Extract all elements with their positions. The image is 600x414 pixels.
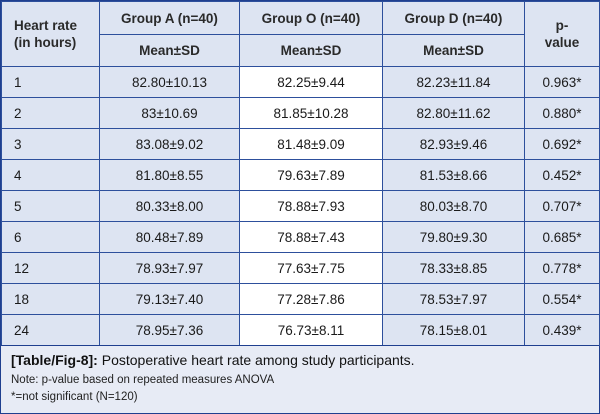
caption-title: Postoperative heart rate among study par…: [97, 352, 415, 368]
group-d-cell: 78.15±8.01: [382, 314, 525, 346]
group-a-cell: 79.13±7.40: [99, 283, 240, 315]
group-o-cell: 82.25±9.44: [239, 66, 383, 98]
group-d-cell: 78.53±7.97: [382, 283, 525, 315]
table-row: 3 83.08±9.02 81.48±9.09 82.93±9.46 0.692*: [1, 128, 600, 160]
caption-note-analysis: Note: p-value based on repeated measures…: [11, 374, 275, 386]
hour-cell: 6: [1, 221, 100, 253]
pvalue-column-header: p- value: [524, 1, 600, 67]
group-d-cell: 78.33±8.85: [382, 252, 525, 284]
pvalue-cell: 0.778*: [524, 252, 600, 284]
pvalue-cell: 0.685*: [524, 221, 600, 253]
table-row: 6 80.48±7.89 78.88±7.43 79.80±9.30 0.685*: [1, 221, 600, 253]
table-row: 1 82.80±10.13 82.25±9.44 82.23±11.84 0.963*: [1, 66, 600, 98]
hour-cell: 2: [1, 97, 100, 129]
pvalue-cell: 0.963*: [524, 66, 600, 98]
pvalue-cell: 0.692*: [524, 128, 600, 160]
hour-cell: 3: [1, 128, 100, 160]
group-d-cell: 82.93±9.46: [382, 128, 525, 160]
table-row: 4 81.80±8.55 79.63±7.89 81.53±8.66 0.452*: [1, 159, 600, 191]
table-row: 12 78.93±7.97 77.63±7.75 78.33±8.85 0.778*: [1, 252, 600, 284]
group-a-cell: 80.48±7.89: [99, 221, 240, 253]
group-o-cell: 77.63±7.75: [239, 252, 383, 284]
caption-note-significance: *=not significant (N=120): [11, 391, 138, 403]
heart-rate-header-line2: (in hours): [14, 35, 77, 50]
hour-cell: 1: [1, 66, 100, 98]
group-o-cell: 77.28±7.86: [239, 283, 383, 315]
group-a-cell: 83.08±9.02: [99, 128, 240, 160]
table-row: 5 80.33±8.00 78.88±7.93 80.03±8.70 0.707*: [1, 190, 600, 222]
group-a-cell: 78.95±7.36: [99, 314, 240, 346]
group-o-cell: 76.73±8.11: [239, 314, 383, 346]
pvalue-cell: 0.452*: [524, 159, 600, 191]
hour-cell: 18: [1, 283, 100, 315]
pvalue-header-line2: value: [544, 35, 580, 50]
group-d-cell: 79.80±9.30: [382, 221, 525, 253]
pvalue-cell: 0.880*: [524, 97, 600, 129]
hour-cell: 4: [1, 159, 100, 191]
pvalue-cell: 0.554*: [524, 283, 600, 315]
group-a-header: Group A (n=40): [99, 1, 240, 35]
table-body: 1 82.80±10.13 82.25±9.44 82.23±11.84 0.963* 2…: [1, 66, 600, 346]
group-d-subheader: Mean±SD: [382, 34, 525, 67]
group-a-subheader: Mean±SD: [99, 34, 240, 67]
heart-rate-header-line1: Heart rate: [14, 18, 78, 33]
group-d-cell: 81.53±8.66: [382, 159, 525, 191]
group-a-cell: 83±10.69: [99, 97, 240, 129]
hour-cell: 12: [1, 252, 100, 284]
group-d-cell: 80.03±8.70: [382, 190, 525, 222]
group-d-header: Group D (n=40): [382, 1, 525, 35]
group-a-cell: 80.33±8.00: [99, 190, 240, 222]
group-d-cell: 82.23±11.84: [382, 66, 525, 98]
table-row: 18 79.13±7.40 77.28±7.86 78.53±7.97 0.554*: [1, 283, 600, 315]
group-o-cell: 78.88±7.43: [239, 221, 383, 253]
pvalue-cell: 0.707*: [524, 190, 600, 222]
group-d-cell: 82.80±11.62: [382, 97, 525, 129]
table-row: 24 78.95±7.36 76.73±8.11 78.15±8.01 0.439*: [1, 314, 600, 346]
group-o-cell: 81.85±10.28: [239, 97, 383, 129]
table-caption: [Table/Fig-8]: Postoperative heart rate …: [1, 345, 599, 413]
group-a-cell: 78.93±7.97: [99, 252, 240, 284]
group-o-cell: 79.63±7.89: [239, 159, 383, 191]
group-o-subheader: Mean±SD: [239, 34, 383, 67]
pvalue-header-line1: p-: [555, 18, 569, 33]
hour-cell: 5: [1, 190, 100, 222]
heart-rate-column-header: Heart rate (in hours): [1, 1, 100, 67]
group-o-header: Group O (n=40): [239, 1, 383, 35]
group-a-cell: 82.80±10.13: [99, 66, 240, 98]
group-o-cell: 78.88±7.93: [239, 190, 383, 222]
hour-cell: 24: [1, 314, 100, 346]
caption-label: [Table/Fig-8]:: [11, 352, 98, 368]
pvalue-cell: 0.439*: [524, 314, 600, 346]
caption-title-line: [Table/Fig-8]: Postoperative heart rate …: [11, 351, 589, 369]
table-row: 2 83±10.69 81.85±10.28 82.80±11.62 0.880*: [1, 97, 600, 129]
group-o-cell: 81.48±9.09: [239, 128, 383, 160]
heart-rate-table: Heart rate (in hours) Group A (n=40) Gro…: [1, 1, 600, 346]
group-a-cell: 81.80±8.55: [99, 159, 240, 191]
